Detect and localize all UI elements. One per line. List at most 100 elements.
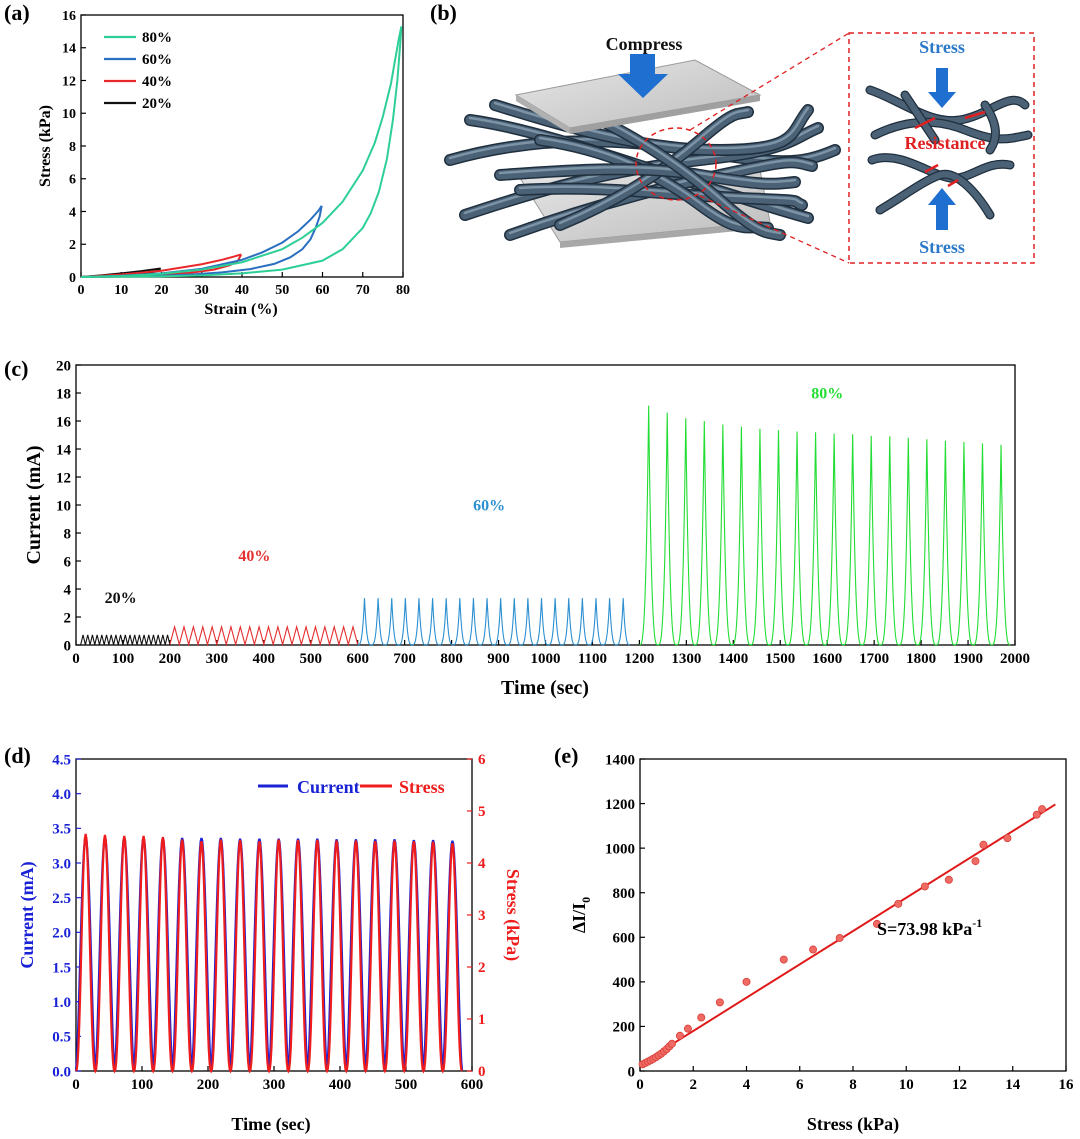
- chart-d-series: [74, 833, 464, 1074]
- x-tick-label: 1200: [624, 651, 654, 667]
- zoom-fibers: [865, 85, 1033, 220]
- annotation-80%: 80%: [811, 386, 843, 403]
- series-80%-loading: [80, 26, 403, 278]
- data-point: [835, 933, 844, 942]
- bottom-plate-edge: [560, 222, 770, 248]
- stress-arrow-down-icon: [928, 68, 956, 108]
- series-80%: [639, 405, 1011, 646]
- x-tick-label: 30: [195, 283, 209, 298]
- series-40%-loading: [80, 253, 242, 278]
- data-point: [1003, 834, 1012, 843]
- zoom-fiber: [981, 101, 999, 154]
- y-tick-label: 600: [613, 931, 636, 947]
- y-tick-label: 4.0: [52, 787, 71, 803]
- x-tick-label: 2000: [1000, 651, 1030, 667]
- contact-arrows: [914, 110, 986, 188]
- y-tick-label: 12: [62, 74, 76, 89]
- stress-arrow-up-icon: [928, 188, 956, 230]
- zoom-connector-bottom: [699, 195, 850, 264]
- y-tick-label: 16: [56, 414, 72, 430]
- annotation-60%: 60%: [473, 498, 505, 515]
- y-tick-label: 8: [69, 140, 76, 155]
- y-tick-label: 200: [613, 1020, 636, 1036]
- data-point: [675, 1031, 684, 1040]
- top-plate-edge-front: [570, 95, 760, 134]
- chart-c-series: [80, 405, 1011, 647]
- data-point: [944, 875, 953, 884]
- y-right-tick-label: 4: [478, 856, 486, 872]
- chart-a-axes: 0 10 20 30 40 50 60 70 80 0 2 4 6 8 10 12 14 16: [62, 9, 410, 298]
- chart-a-series: [80, 26, 403, 278]
- panel-label-c: (c): [4, 356, 28, 381]
- x-tick-label: 400: [329, 1077, 352, 1093]
- y-tick-label: 800: [613, 886, 636, 902]
- series-Current: [74, 836, 464, 1072]
- legend-label: 80%: [142, 30, 172, 46]
- series-Stress: [74, 833, 464, 1074]
- series-40%: [169, 624, 359, 647]
- x-tick-label: 6: [796, 1077, 804, 1093]
- chart-e-ylabel-main: ΔI/I: [569, 903, 589, 933]
- compress-arrow-icon: [618, 54, 668, 98]
- chart-d: 0 100 200 300 400 500 600 0.0 0.5 1.0 1.5 2.0 2.5 3.0…: [17, 752, 523, 1135]
- x-tick-label: 2: [690, 1077, 698, 1093]
- y-tick-label: 400: [613, 975, 636, 991]
- y-right-tick-label: 2: [478, 960, 486, 976]
- chart-a: 0 10 20 30 40 50 60 70 80 0 2 4 6 8 10 12 14 16 80% 60% 40%…: [37, 9, 410, 318]
- x-tick-label: 1700: [859, 651, 889, 667]
- y-tick-label: 4: [69, 205, 76, 220]
- x-tick-label: 50: [275, 283, 289, 298]
- data-point: [667, 1039, 676, 1048]
- y-right-tick-label: 6: [478, 752, 486, 768]
- chart-c-xlabel: Time (sec): [501, 677, 589, 699]
- fiber-highlight: [598, 116, 782, 235]
- sensitivity-value: S=73.98 kPa: [877, 919, 972, 939]
- legend-label: 60%: [142, 52, 172, 68]
- legend-label: 20%: [142, 96, 172, 112]
- y-tick-label: 0: [69, 271, 76, 286]
- x-tick-label: 100: [131, 1077, 154, 1093]
- legend-label: 40%: [142, 74, 172, 90]
- chart-d-ylabel: Current (mA): [17, 861, 38, 968]
- series-60%: [357, 598, 631, 646]
- sensitivity-annotation: S=73.98 kPa-1: [877, 916, 982, 939]
- x-tick-label: 600: [346, 651, 369, 667]
- y-tick-label: 0: [628, 1064, 636, 1080]
- y-tick-label: 10: [56, 498, 71, 514]
- sensitivity-exponent: -1: [972, 916, 982, 930]
- x-tick-label: 200: [159, 651, 182, 667]
- data-point: [872, 919, 881, 928]
- series-60%-loading: [80, 205, 323, 278]
- x-tick-label: 900: [487, 651, 510, 667]
- y-tick-label: 14: [62, 42, 76, 57]
- fiber-highlight: [518, 185, 804, 205]
- panel-label-d: (d): [4, 743, 31, 768]
- x-tick-label: 0: [636, 1077, 644, 1093]
- y-tick-label: 4: [64, 582, 72, 598]
- data-point: [971, 857, 980, 866]
- x-tick-label: 70: [356, 283, 370, 298]
- x-tick-label: 800: [440, 651, 463, 667]
- chart-e-ylabel-sub: 0: [579, 897, 593, 903]
- x-tick-label: 1900: [953, 651, 983, 667]
- stress-label-top: Stress: [919, 37, 965, 57]
- annotation-20%: 20%: [105, 590, 137, 607]
- annotation-40%: 40%: [238, 548, 270, 565]
- chart-e-xlabel: Stress (kPa): [807, 1114, 899, 1135]
- y-tick-label: 10: [62, 107, 76, 122]
- x-tick-label: 500: [300, 651, 323, 667]
- y-tick-label: 0: [64, 638, 72, 654]
- chart-c: 0 100 200 300 400 500 600 700 800 900 1000 1100 1200…: [23, 358, 1030, 699]
- data-point: [920, 882, 929, 891]
- x-tick-label: 1300: [671, 651, 701, 667]
- compress-label: Compress: [606, 34, 683, 54]
- x-tick-label: 10: [114, 283, 128, 298]
- y-tick-label: 1.5: [52, 960, 71, 976]
- y-tick-label: 16: [62, 9, 76, 24]
- data-point: [683, 1024, 692, 1033]
- data-point: [809, 945, 818, 954]
- x-tick-label: 60: [316, 283, 330, 298]
- panel-label-a: (a): [4, 0, 30, 25]
- x-tick-label: 1500: [765, 651, 795, 667]
